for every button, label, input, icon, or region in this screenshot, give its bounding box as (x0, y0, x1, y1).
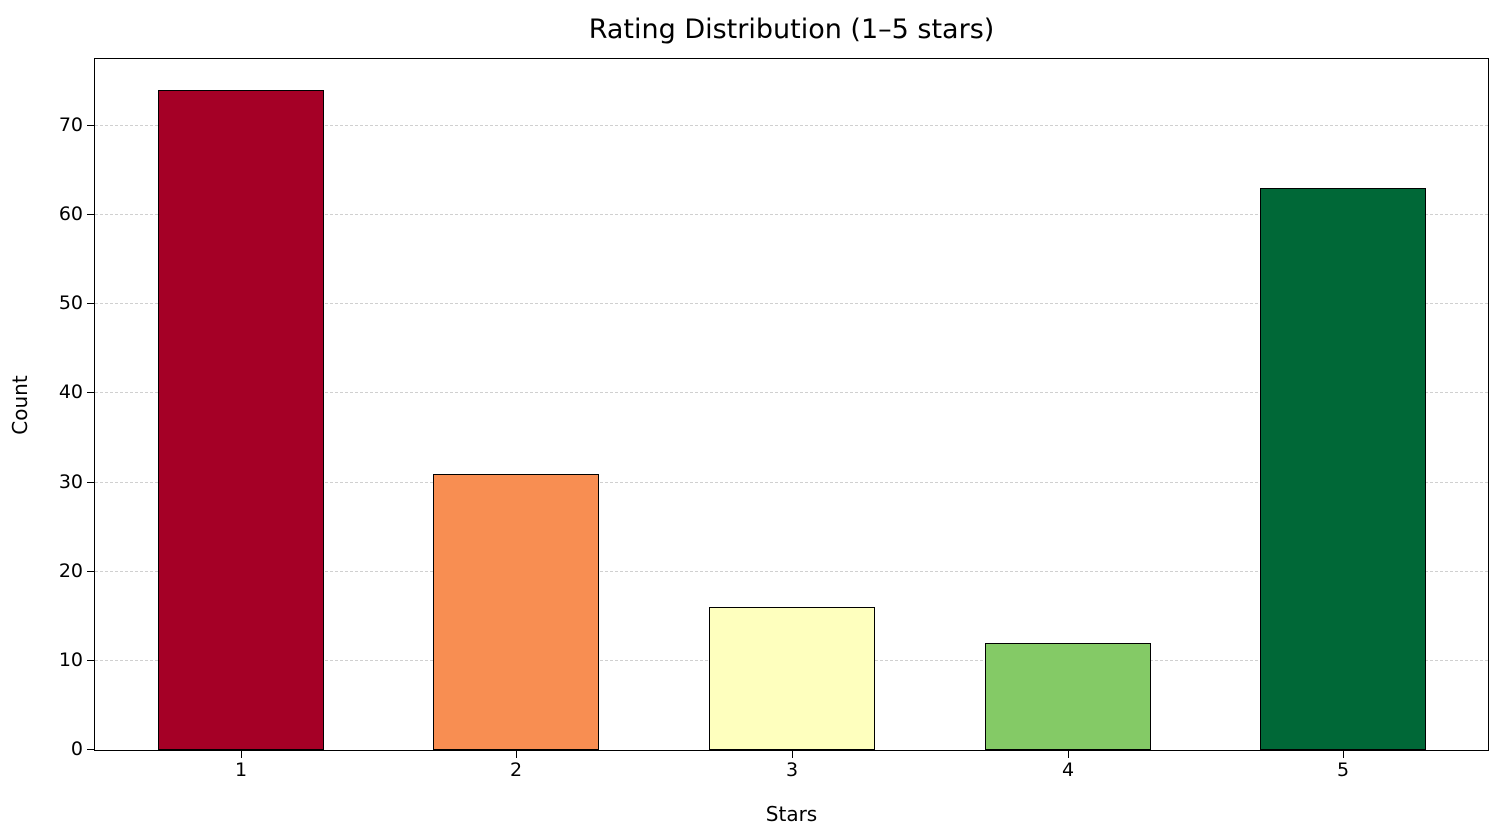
y-axis-label: Count (8, 375, 32, 435)
y-tick (87, 214, 95, 216)
x-tick (241, 750, 242, 758)
x-tick (516, 750, 517, 758)
x-tick (1068, 750, 1069, 758)
chart-title: Rating Distribution (1–5 stars) (588, 14, 995, 45)
gridline (95, 214, 1488, 216)
y-tick-label: 60 (58, 203, 83, 226)
gridline (95, 570, 1488, 572)
bar-5 (1260, 188, 1426, 750)
y-tick-label: 40 (58, 381, 83, 404)
y-tick (87, 125, 95, 127)
y-tick-label: 0 (70, 738, 83, 760)
y-tick-label: 70 (58, 114, 83, 137)
y-tick (87, 481, 95, 483)
x-tick-label: 2 (509, 759, 523, 781)
bar-2 (433, 473, 599, 750)
y-tick (87, 749, 95, 750)
x-tick-label: 3 (785, 759, 799, 781)
gridline (95, 125, 1488, 127)
bar-4 (985, 643, 1151, 750)
bar-3 (709, 607, 875, 750)
x-tick-label: 5 (1336, 759, 1350, 781)
y-tick (87, 392, 95, 394)
gridline (95, 392, 1488, 394)
x-tick-label: 1 (234, 759, 248, 781)
gridline (95, 303, 1488, 305)
x-axis-label: Stars (765, 802, 818, 826)
x-tick (792, 750, 793, 758)
y-tick-label: 50 (58, 292, 83, 315)
bar-1 (158, 90, 324, 750)
plot-area: 0 10 20 30 40 50 60 70 1 2 3 4 5 (59, 58, 1489, 781)
y-tick-label: 10 (58, 648, 83, 671)
y-tick (87, 570, 95, 572)
y-tick-label: 20 (58, 559, 83, 582)
y-tick-label: 30 (58, 470, 83, 493)
y-tick (87, 659, 95, 661)
x-tick (1343, 750, 1344, 758)
gridline (95, 481, 1488, 483)
x-tick-label: 4 (1061, 759, 1075, 781)
y-tick (87, 303, 95, 305)
